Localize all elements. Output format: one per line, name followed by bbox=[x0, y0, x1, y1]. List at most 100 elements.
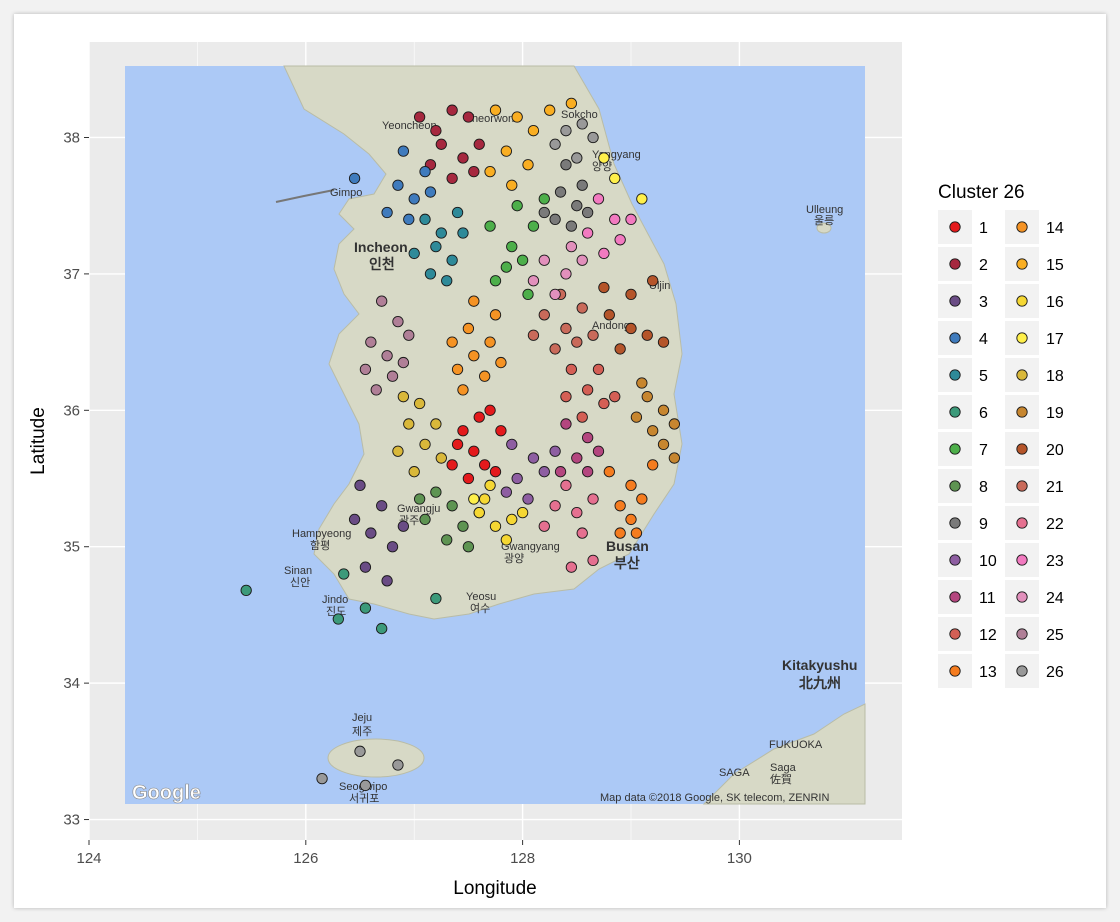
point-cluster-6-0 bbox=[240, 584, 252, 597]
point-cluster-15-4 bbox=[522, 159, 534, 171]
point-cluster-1-0 bbox=[457, 425, 469, 437]
legend-label-2: 2 bbox=[979, 257, 988, 274]
point-cluster-21-6 bbox=[587, 329, 599, 341]
point-cluster-3-3 bbox=[386, 541, 399, 553]
point-cluster-5-8 bbox=[457, 227, 469, 239]
legend-label-3: 3 bbox=[979, 294, 988, 311]
point-cluster-22-4 bbox=[538, 520, 550, 532]
point-cluster-23-3 bbox=[614, 234, 626, 246]
legend-key-4 bbox=[949, 332, 961, 344]
point-cluster-15-5 bbox=[484, 165, 496, 178]
point-cluster-26-4 bbox=[587, 131, 599, 144]
point-cluster-26-3 bbox=[571, 152, 583, 164]
legend-label-9: 9 bbox=[979, 516, 988, 533]
legend-label-10: 10 bbox=[979, 553, 997, 570]
point-cluster-2-6 bbox=[473, 138, 485, 150]
point-cluster-14-0 bbox=[451, 363, 464, 376]
point-cluster-14-7 bbox=[457, 384, 469, 396]
point-cluster-12-2 bbox=[598, 397, 610, 410]
point-cluster-20-5 bbox=[625, 288, 637, 301]
point-cluster-7-2 bbox=[527, 220, 540, 232]
point-cluster-21-2 bbox=[576, 302, 588, 314]
y-tick-label-3: 36 bbox=[63, 402, 80, 419]
legend-key-7 bbox=[949, 443, 961, 455]
point-cluster-15-6 bbox=[506, 179, 518, 191]
map-label-incheon-kr: 인천 bbox=[369, 256, 395, 272]
y-tick-label-0: 33 bbox=[63, 812, 80, 829]
point-cluster-9-4 bbox=[549, 213, 561, 225]
legend-label-18: 18 bbox=[1046, 368, 1064, 385]
point-cluster-6-4 bbox=[376, 622, 388, 635]
legend-label-5: 5 bbox=[979, 368, 988, 385]
point-cluster-4-2 bbox=[392, 179, 404, 191]
point-cluster-9-5 bbox=[576, 179, 588, 191]
legend-label-21: 21 bbox=[1046, 479, 1064, 496]
point-cluster-10-6 bbox=[549, 445, 561, 457]
map-label-gwangju: Gwangju bbox=[397, 503, 440, 515]
kyushu-landmass bbox=[702, 703, 866, 805]
point-cluster-26-0 bbox=[560, 125, 572, 137]
point-cluster-7-0 bbox=[484, 220, 496, 232]
legend-label-7: 7 bbox=[979, 442, 988, 459]
point-cluster-23-2 bbox=[581, 227, 594, 239]
map-label-sinan: Sinan bbox=[284, 565, 312, 577]
point-cluster-17-0 bbox=[598, 152, 610, 164]
point-cluster-14-9 bbox=[468, 295, 480, 307]
legend-label-25: 25 bbox=[1046, 627, 1064, 644]
point-cluster-22-1 bbox=[571, 506, 583, 519]
cluster-map-plot: Yeoncheon Cheorwon Sokcho Yangyang 양양 Gi… bbox=[28, 42, 1064, 899]
point-cluster-8-6 bbox=[413, 493, 426, 505]
point-cluster-4-5 bbox=[424, 186, 437, 198]
point-cluster-9-1 bbox=[571, 200, 583, 212]
legend-label-6: 6 bbox=[979, 405, 988, 422]
legend-label-1: 1 bbox=[979, 220, 988, 237]
point-cluster-9-0 bbox=[554, 186, 567, 198]
point-cluster-13-7 bbox=[630, 527, 643, 539]
point-cluster-13-2 bbox=[614, 500, 626, 512]
x-axis-ticks: 124 126 128 130 bbox=[76, 840, 752, 867]
point-cluster-15-3 bbox=[500, 145, 512, 157]
x-tick-label-2: 128 bbox=[510, 850, 535, 867]
point-cluster-9-2 bbox=[565, 220, 578, 232]
legend-key-14 bbox=[1016, 221, 1028, 233]
point-cluster-22-2 bbox=[560, 479, 572, 491]
legend-key-13 bbox=[949, 665, 961, 677]
point-cluster-1-9 bbox=[462, 472, 475, 485]
point-cluster-7-8 bbox=[538, 193, 550, 205]
legend-key-24 bbox=[1016, 591, 1028, 603]
point-cluster-24-3 bbox=[576, 254, 588, 266]
legend-label-14: 14 bbox=[1046, 220, 1064, 237]
jeju-island bbox=[327, 738, 425, 778]
point-cluster-8-4 bbox=[441, 534, 453, 546]
point-cluster-2-8 bbox=[446, 172, 458, 185]
point-cluster-14-1 bbox=[468, 350, 480, 362]
point-cluster-23-1 bbox=[609, 213, 621, 225]
point-cluster-2-4 bbox=[435, 138, 447, 150]
point-cluster-9-7 bbox=[538, 206, 550, 219]
point-cluster-4-6 bbox=[403, 213, 415, 225]
ulleung-island bbox=[816, 222, 832, 234]
map-label-yeosu: Yeosu bbox=[466, 591, 496, 603]
legend-key-25 bbox=[1016, 628, 1028, 640]
point-cluster-25-2 bbox=[365, 336, 377, 348]
point-cluster-4-0 bbox=[397, 145, 410, 157]
legend-label-4: 4 bbox=[979, 331, 988, 348]
point-cluster-18-3 bbox=[430, 418, 442, 430]
point-cluster-4-4 bbox=[381, 206, 393, 219]
legend-items: 1234567891011121314151617181920212223242… bbox=[938, 210, 1064, 688]
y-axis-ticks: 33 34 35 36 37 38 bbox=[63, 129, 89, 829]
point-cluster-18-6 bbox=[435, 452, 447, 464]
point-cluster-13-5 bbox=[625, 513, 637, 526]
map-label-yeosu-kr: 여수 bbox=[470, 602, 490, 615]
legend-key-15 bbox=[1016, 258, 1028, 270]
point-cluster-6-2 bbox=[332, 613, 344, 625]
map-label-gwangyang: Gwangyang bbox=[501, 541, 560, 553]
point-cluster-19-0 bbox=[641, 391, 653, 403]
point-cluster-3-4 bbox=[348, 513, 361, 526]
point-cluster-22-0 bbox=[549, 500, 561, 512]
y-axis-title: Latitude bbox=[28, 407, 49, 475]
point-cluster-8-2 bbox=[419, 513, 431, 526]
legend-key-11 bbox=[949, 591, 961, 603]
point-cluster-20-2 bbox=[614, 343, 626, 355]
point-cluster-15-2 bbox=[527, 125, 540, 137]
